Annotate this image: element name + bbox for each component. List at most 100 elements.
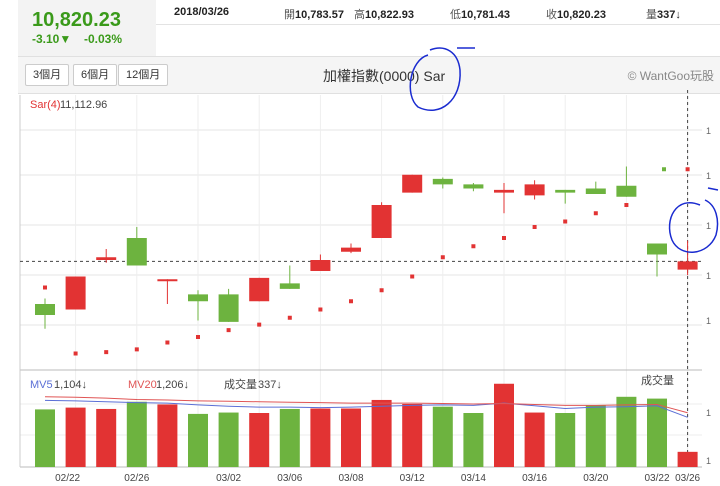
sar-dot [287, 315, 292, 320]
candle-body [647, 243, 667, 255]
volume-bar [341, 408, 361, 467]
mv5-value: 1,104↓ [54, 379, 87, 391]
volume-bar [65, 407, 86, 467]
sar-dot [73, 351, 78, 356]
chart-toolbar: 3個月 6個月 12個月 加權指數(0000) Sar © WantGoo玩股 [18, 56, 720, 94]
sar-dot [104, 350, 109, 355]
range-3m-button[interactable]: 3個月 [25, 64, 70, 86]
candle-body [279, 283, 300, 289]
volume-bar [402, 404, 423, 467]
volume-bar [310, 408, 331, 467]
stat-date: 2018/03/26 [174, 6, 230, 18]
volume-bar [126, 401, 147, 467]
candle-body [402, 174, 423, 193]
volume-bar [432, 406, 453, 467]
price-change: -3.10▼ [32, 32, 72, 46]
candle-body [157, 279, 178, 282]
sar-value: 11,112.96 [60, 99, 107, 111]
mv20-label: MV20 [128, 379, 157, 391]
volume-label: 成交量 [224, 377, 257, 391]
sar-dot [43, 285, 47, 290]
volume-bar [96, 408, 117, 467]
brand-watermark: © WantGoo玩股 [627, 69, 714, 83]
sar-dot [349, 299, 353, 304]
volume-value: 337↓ [258, 379, 282, 391]
y-tick-label: 1 [706, 456, 711, 466]
sar-dot [134, 347, 139, 352]
candle-body [188, 294, 208, 302]
x-tick-label: 02/26 [124, 473, 149, 484]
volume-bar [524, 412, 545, 467]
x-tick-label: 03/14 [461, 473, 486, 484]
sar-dot [196, 335, 200, 339]
volume-bar [555, 413, 576, 467]
stat-volume: 量337↓ [646, 9, 681, 21]
chart-title: 加權指數(0000) Sar [323, 68, 446, 84]
volume-bar [677, 451, 698, 467]
candle-body [432, 178, 453, 185]
candle-body [677, 261, 698, 270]
volume-right-label: 成交量 [641, 373, 674, 387]
mv5-line [44, 399, 688, 418]
price-change-pct: -0.03% [84, 32, 123, 46]
y-tick-label: 1 [706, 271, 711, 281]
sar-dot [662, 167, 666, 172]
stat-high: 高10,822.93 [354, 9, 414, 21]
handdrawn-circle-last-candle [668, 187, 719, 253]
x-tick-label: 03/12 [400, 473, 425, 484]
x-tick-label: 02/22 [55, 473, 80, 484]
candle-body [494, 189, 514, 193]
volume-bar [585, 405, 606, 467]
volume-bar [249, 413, 270, 467]
volume-bar [157, 404, 178, 467]
quote-box: 10,820.23 -3.10▼ -0.03% [18, 0, 156, 56]
y-tick-label: 1 [706, 408, 711, 418]
candle-body [35, 304, 55, 315]
volume-bar [371, 399, 392, 467]
sar-dots [43, 167, 690, 356]
candle-body [126, 238, 147, 266]
stat-close: 收10,820.23 [546, 9, 606, 21]
volume-bar [494, 383, 514, 467]
candle-body [585, 188, 606, 194]
y-tick-label: 1 [706, 316, 711, 326]
sar-dot [226, 328, 231, 333]
range-12m-button[interactable]: 12個月 [118, 64, 169, 86]
x-tick-label: 03/26 [675, 473, 700, 484]
y-tick-label: 1 [706, 126, 711, 136]
volume-bars [35, 383, 698, 467]
sar-dot [624, 203, 629, 207]
candle-body [218, 294, 239, 322]
handdrawn-circle-title [409, 47, 475, 112]
candle-body [96, 257, 117, 260]
candle-body [371, 205, 392, 238]
mv20-value: 1,206↓ [156, 379, 189, 391]
stat-open: 開10,783.57 [284, 9, 344, 21]
volume-bar [463, 413, 484, 467]
candle-body [555, 189, 576, 193]
sar-label: Sar(4) [30, 99, 61, 111]
sar-dot [379, 288, 384, 293]
range-6m-button[interactable]: 6個月 [73, 64, 118, 86]
sar-dot [532, 225, 537, 229]
sar-dot [593, 211, 598, 216]
annotations [409, 47, 719, 253]
mv20-line [44, 396, 688, 414]
volume-bar [188, 413, 208, 467]
volume-bar [647, 398, 667, 467]
volume-bar [218, 412, 239, 467]
x-tick-label: 03/02 [216, 473, 241, 484]
x-tick-label: 03/20 [583, 473, 608, 484]
y-tick-label: 1 [706, 221, 711, 231]
sar-dot [318, 307, 323, 312]
sar-dot [471, 244, 476, 249]
stat-low: 低10,781.43 [450, 9, 510, 21]
candle-body [65, 276, 86, 310]
sar-dot [410, 274, 415, 279]
x-tick-label: 03/16 [522, 473, 547, 484]
candle-body [341, 247, 361, 252]
sar-dot [165, 340, 170, 345]
sar-dot [502, 236, 506, 240]
sar-dot [563, 219, 568, 224]
